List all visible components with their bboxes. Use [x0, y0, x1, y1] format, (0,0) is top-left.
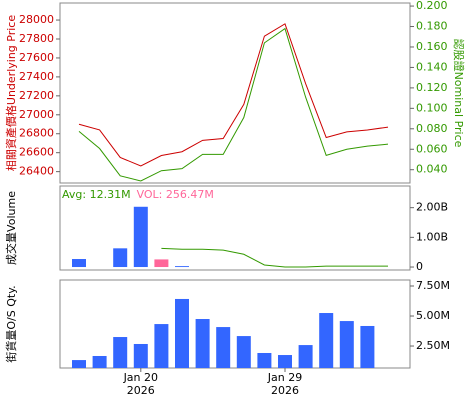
axis-label: 認股證Nominal Price	[452, 39, 466, 148]
bar	[72, 360, 86, 368]
annotation: VOL: 256.47M	[137, 188, 214, 201]
axis-label: 街貨量O/S Qty.	[4, 285, 18, 362]
y-tick-label: 1.00B	[416, 230, 448, 243]
bar	[133, 343, 148, 368]
y-tick-label: 0.140	[416, 60, 448, 73]
y-tick-label: 5.00M	[416, 309, 450, 322]
y-tick-label: 2.00B	[416, 201, 448, 214]
y-tick-label: 0.160	[416, 40, 448, 53]
y-tick-label: 26400	[19, 165, 54, 178]
y-tick-label: 0.120	[416, 81, 448, 94]
bar	[195, 319, 210, 368]
bar	[339, 321, 354, 368]
y-tick-label: 26800	[19, 127, 54, 140]
y-tick-label: 7.50M	[416, 279, 450, 292]
y-tick-label: 0.100	[416, 101, 448, 114]
bar	[216, 327, 231, 368]
y-tick-label: 27000	[19, 108, 54, 121]
x-tick-year: 2026	[127, 384, 155, 397]
bar	[133, 206, 148, 268]
y-tick-label: 0.080	[416, 122, 448, 135]
y-tick-label: 27400	[19, 70, 54, 83]
bar	[298, 345, 313, 368]
x-tick-year: 2026	[271, 384, 299, 397]
annotation: Avg: 12.31M	[62, 188, 131, 201]
y-tick-label: 0.200	[416, 0, 448, 12]
y-tick-label: 28000	[19, 13, 54, 26]
bar	[92, 355, 107, 368]
y-tick-label: 27800	[19, 32, 54, 45]
x-tick-label: Jan 20	[123, 371, 158, 384]
bar	[360, 325, 375, 368]
bar	[113, 337, 128, 368]
bar	[257, 352, 272, 368]
y-tick-label: 0	[416, 260, 423, 273]
axis-label: 相關資產價格Underlying Price	[4, 15, 18, 171]
price-panel	[59, 2, 411, 184]
bar	[236, 336, 251, 368]
y-tick-label: 27600	[19, 51, 54, 64]
y-tick-label: 2.50M	[416, 339, 450, 352]
bar	[175, 298, 189, 368]
bar	[154, 324, 169, 368]
y-tick-label: 26600	[19, 146, 54, 159]
y-tick-label: 0.180	[416, 20, 448, 33]
y-tick-label: 27200	[19, 89, 54, 102]
bar	[113, 248, 128, 268]
y-tick-label: 0.060	[416, 142, 448, 155]
y-tick-label: 0.040	[416, 163, 448, 176]
line	[78, 23, 389, 167]
volume-panel	[59, 185, 411, 271]
x-tick-label: Jan 29	[267, 371, 302, 384]
bar	[72, 259, 86, 268]
line	[161, 247, 388, 268]
bar	[278, 355, 292, 368]
axis-label: 成交量Volume	[4, 191, 18, 265]
bar	[154, 259, 169, 268]
qty-panel	[59, 279, 411, 369]
bar	[175, 266, 189, 268]
line	[78, 27, 389, 182]
bar	[319, 313, 334, 368]
